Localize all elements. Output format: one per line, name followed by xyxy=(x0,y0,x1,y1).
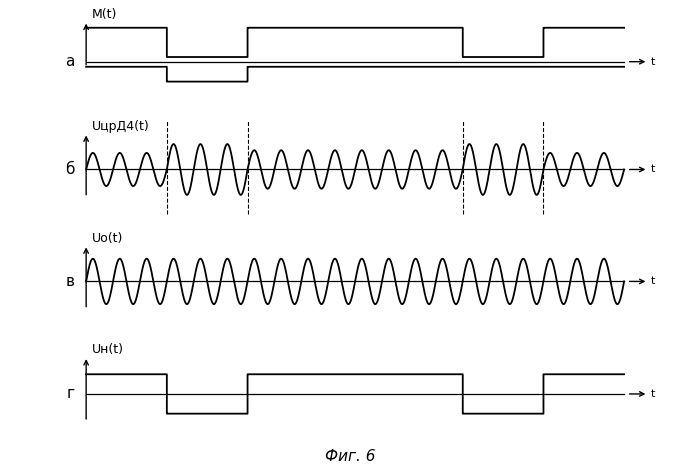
Text: б: б xyxy=(65,162,74,177)
Text: M(t): M(t) xyxy=(92,8,117,21)
Text: t: t xyxy=(651,165,655,174)
Text: г: г xyxy=(66,386,74,401)
Text: Uо(t): Uо(t) xyxy=(92,232,123,244)
Text: UцрД4(t): UцрД4(t) xyxy=(92,120,149,133)
Text: t: t xyxy=(651,276,655,287)
Text: a: a xyxy=(65,54,74,69)
Text: Uн(t): Uн(t) xyxy=(92,343,123,356)
Text: Фиг. 6: Фиг. 6 xyxy=(325,449,375,464)
Text: t: t xyxy=(651,389,655,399)
Text: в: в xyxy=(65,274,74,289)
Text: t: t xyxy=(651,57,655,67)
